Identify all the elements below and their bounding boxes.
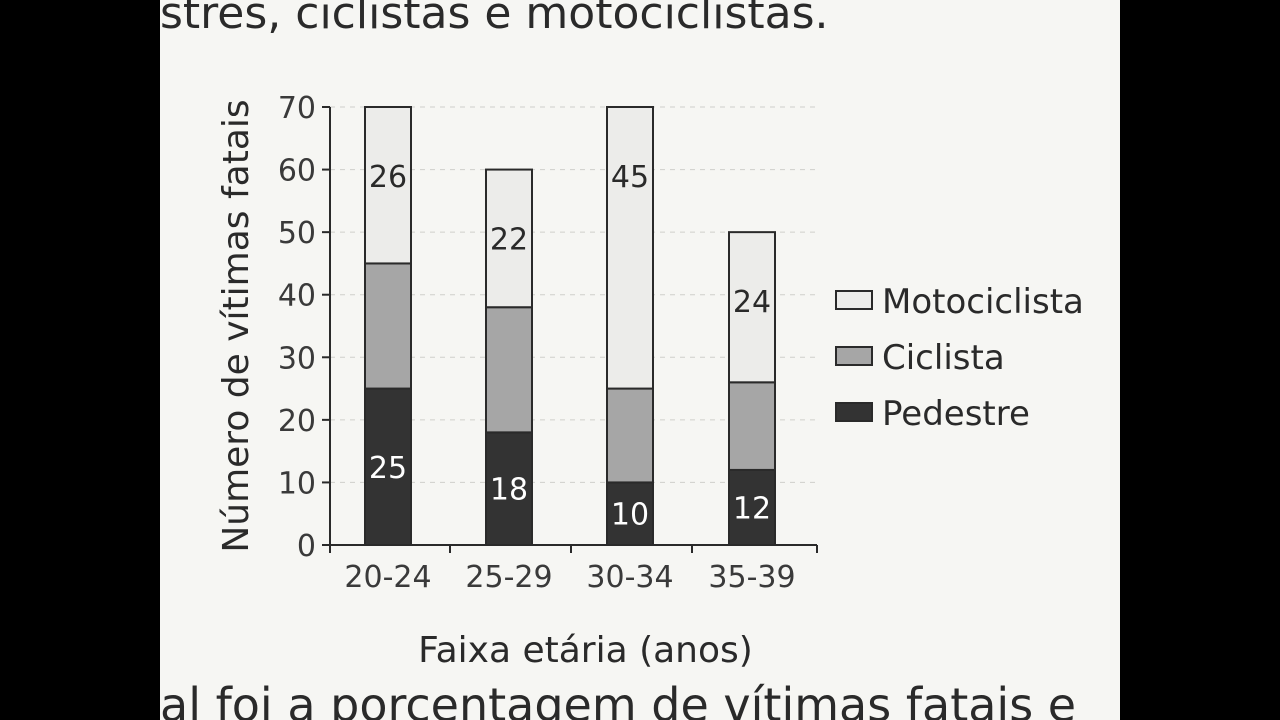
x-category-label: 30-34: [586, 560, 673, 595]
legend-swatch-ciclista: [835, 346, 873, 366]
bar-pedestre-20-24: [364, 387, 412, 547]
legend-swatch-pedestre: [835, 402, 873, 422]
bar-ciclista-30-34: [606, 387, 654, 484]
bar-ciclista-35-39: [728, 381, 776, 471]
data-label-motociclista: 24: [733, 285, 771, 320]
y-tick-label: 50: [278, 216, 316, 251]
y-tick-label: 70: [278, 91, 316, 126]
y-tick-label: 40: [278, 279, 316, 314]
bar-ciclista-25-29: [485, 306, 533, 434]
data-label-pedestre: 12: [733, 491, 771, 526]
y-tick-label: 20: [278, 404, 316, 439]
x-axis-title: Faixa etária (anos): [418, 630, 753, 671]
bar-ciclista-20-24: [364, 262, 412, 390]
legend-label-ciclista: Ciclista: [882, 338, 1005, 378]
bar-motociclista-30-34: [606, 106, 654, 390]
question-text-top: stres, ciclistas e motociclistas.: [160, 0, 829, 39]
bar-pedestre-30-34: [606, 481, 654, 546]
data-label-motociclista: 45: [611, 160, 649, 195]
bar-pedestre-25-29: [485, 431, 533, 546]
y-tick-label: 30: [278, 341, 316, 376]
legend-label-pedestre: Pedestre: [882, 394, 1030, 434]
y-tick-label: 10: [278, 466, 316, 501]
legend-label-motociclista: Motociclista: [882, 282, 1084, 322]
data-label-pedestre: 10: [611, 498, 649, 533]
data-label-pedestre: 18: [490, 473, 528, 508]
x-category-label: 35-39: [708, 560, 795, 595]
bar-motociclista-35-39: [728, 231, 776, 384]
bar-pedestre-35-39: [728, 468, 776, 546]
question-text-bottom: al foi a porcentagem de vítimas fatais e: [160, 678, 1077, 720]
x-category-label: 25-29: [465, 560, 552, 595]
stacked-bar-chart: 0 10 20 30 40 50 60 70 20-24 25-29 30-34 35-39 26 22 4…: [216, 91, 1084, 671]
y-axis-title: Número de vítimas fatais: [216, 99, 257, 552]
y-tick-label: 0: [297, 529, 316, 564]
legend-swatch-motociclista: [835, 290, 873, 310]
bar-motociclista-20-24: [364, 106, 412, 265]
textbook-page: stres, ciclistas e motociclistas. 0 10 20 3…: [160, 0, 1120, 720]
data-label-motociclista: 22: [490, 223, 528, 258]
data-label-pedestre: 25: [369, 451, 407, 486]
y-tick-label: 60: [278, 154, 316, 189]
x-category-label: 20-24: [344, 560, 431, 595]
bar-motociclista-25-29: [485, 168, 533, 309]
data-label-motociclista: 26: [369, 160, 407, 195]
